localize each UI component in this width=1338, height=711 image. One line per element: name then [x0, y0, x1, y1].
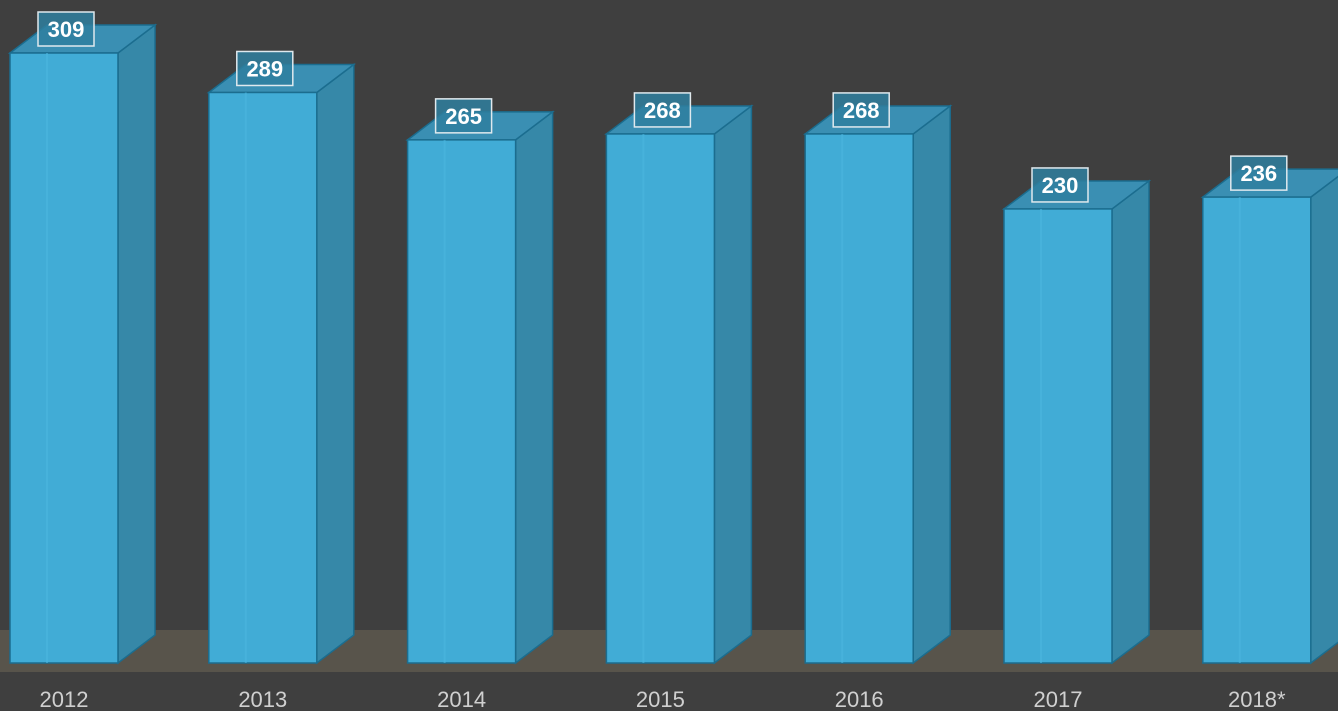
bar-group: 268: [604, 92, 754, 665]
bar-highlight: [642, 133, 645, 664]
bar-highlight: [1040, 208, 1042, 663]
bar: [208, 91, 318, 664]
bar-highlight: [244, 92, 247, 664]
x-tick-label: 2015: [636, 687, 685, 711]
value-label: 230: [1042, 173, 1079, 198]
value-label: 309: [48, 17, 85, 42]
value-label-box: [37, 11, 95, 47]
x-tick-label: 2016: [835, 687, 884, 711]
value-label: 265: [445, 104, 482, 129]
bar: [9, 52, 119, 664]
value-label-box: [1031, 167, 1089, 203]
value-label-box: [236, 50, 294, 87]
bar-group: 268: [802, 92, 953, 665]
x-tick-label: 2014: [437, 687, 486, 711]
bar: [605, 133, 716, 664]
bar-highlight: [841, 133, 844, 664]
bar-side: [912, 104, 951, 665]
value-label-box: [633, 92, 692, 128]
bar-group: 265: [405, 98, 555, 665]
bar-group: 236: [1200, 155, 1338, 665]
bar-side: [316, 62, 355, 665]
bar: [406, 139, 517, 664]
value-label-box: [1230, 155, 1288, 191]
bar: [1003, 208, 1113, 664]
bar-group: 309: [7, 11, 158, 665]
value-label: 289: [246, 56, 283, 81]
x-tick-label: 2013: [238, 687, 287, 711]
value-label-box: [434, 98, 493, 134]
bar-side: [514, 110, 554, 665]
x-tick-label: 2017: [1034, 687, 1083, 711]
x-tick-label: 2012: [40, 687, 89, 711]
bar-side: [1310, 175, 1338, 665]
x-tick-label: 2018*: [1228, 687, 1286, 711]
bar-highlight: [46, 53, 48, 663]
bar-group: 230: [1001, 167, 1152, 665]
value-label: 268: [843, 98, 880, 123]
bar-side: [117, 23, 156, 665]
bar-highlight: [443, 139, 446, 663]
bar: [1202, 196, 1312, 664]
bar: [804, 133, 914, 664]
bar-side: [713, 104, 753, 665]
bar-highlight: [1238, 197, 1241, 663]
value-label: 268: [644, 98, 681, 123]
bar-side: [1111, 179, 1150, 665]
value-label: 236: [1240, 161, 1277, 186]
value-label-box: [832, 92, 890, 128]
bar-group: 289: [206, 50, 357, 665]
